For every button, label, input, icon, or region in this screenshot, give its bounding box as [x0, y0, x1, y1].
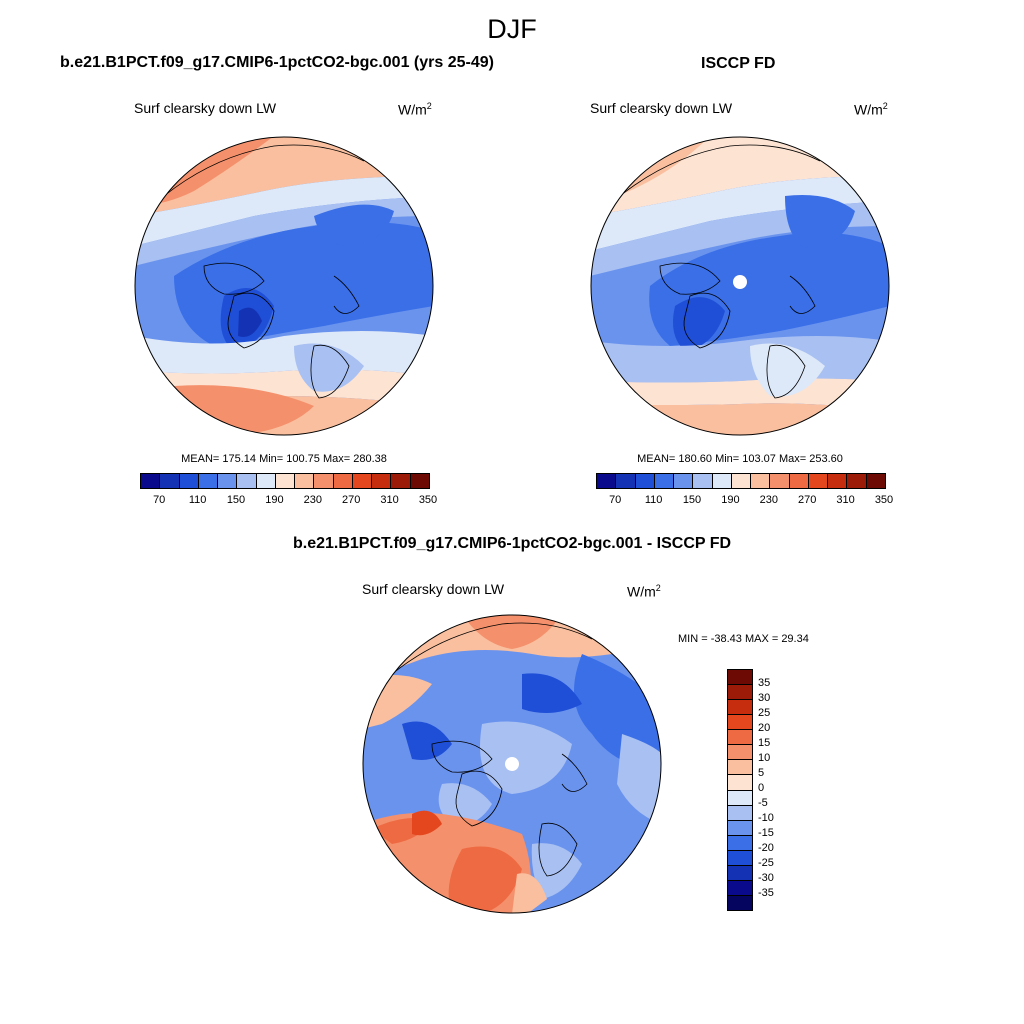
colorbar-tick-label: 310 — [836, 494, 855, 506]
panel3-polar-map — [362, 614, 662, 914]
colorbar-swatch — [597, 474, 617, 488]
colorbar-tick-label: 230 — [303, 494, 322, 506]
panel1-variable: Surf clearsky down LW — [134, 100, 277, 116]
colorbar-tick-label: 35 — [758, 677, 771, 689]
panel1-colorbar — [140, 473, 430, 489]
panel2-polar-map — [590, 136, 890, 436]
panel1-stats: MEAN= 175.14 Min= 100.75 Max= 280.38 — [181, 453, 387, 465]
colorbar-swatch — [770, 474, 790, 488]
colorbar-tick-label: 5 — [758, 767, 765, 779]
colorbar-tick-label: 70 — [609, 494, 622, 506]
colorbar-swatch — [179, 474, 199, 488]
colorbar-tick-label: -35 — [758, 887, 774, 899]
colorbar-swatch — [728, 880, 752, 896]
colorbar-tick-label: -30 — [758, 872, 774, 884]
colorbar-tick-label: -15 — [758, 827, 774, 839]
colorbar-swatch — [314, 474, 334, 488]
panel2-title: ISCCP FD — [701, 55, 776, 72]
colorbar-swatch — [728, 745, 752, 761]
colorbar-swatch — [237, 474, 257, 488]
colorbar-swatch — [160, 474, 180, 488]
colorbar-tick-label: 230 — [759, 494, 778, 506]
colorbar-swatch — [751, 474, 771, 488]
colorbar-tick-label: 20 — [758, 722, 771, 734]
colorbar-tick-label: -20 — [758, 842, 774, 854]
colorbar-tick-label: 350 — [874, 494, 894, 506]
colorbar-swatch — [654, 474, 675, 488]
colorbar-tick-label: -25 — [758, 857, 774, 869]
colorbar-swatch — [372, 474, 392, 488]
colorbar-swatch — [828, 474, 848, 488]
colorbar-tick-label: 190 — [721, 494, 740, 506]
colorbar-swatch — [866, 474, 885, 488]
colorbar-swatch — [808, 474, 829, 488]
colorbar-swatch — [391, 474, 411, 488]
colorbar-swatch — [728, 835, 752, 851]
panel1-units: W/m2 — [398, 101, 432, 118]
colorbar-swatch — [333, 474, 353, 488]
colorbar-swatch — [728, 700, 752, 716]
colorbar-swatch — [728, 790, 752, 806]
panel1-title: b.e21.B1PCT.f09_g17.CMIP6-1pctCO2-bgc.00… — [60, 54, 494, 71]
colorbar-tick-label: 270 — [342, 494, 361, 506]
colorbar-tick-label: 350 — [418, 494, 438, 506]
colorbar-swatch — [141, 474, 161, 488]
colorbar-tick-label: 150 — [226, 494, 246, 506]
panel2-stats: MEAN= 180.60 Min= 103.07 Max= 253.60 — [637, 453, 843, 465]
colorbar-swatch — [728, 775, 752, 791]
panel2-units: W/m2 — [854, 101, 888, 118]
panel3-colorbar — [727, 669, 753, 911]
colorbar-tick-label: 190 — [265, 494, 284, 506]
colorbar-swatch — [198, 474, 219, 488]
colorbar-swatch — [712, 474, 732, 488]
colorbar-swatch — [410, 474, 429, 488]
colorbar-tick-label: 30 — [758, 692, 771, 704]
colorbar-tick-label: 25 — [758, 707, 771, 719]
colorbar-swatch — [728, 865, 752, 881]
colorbar-swatch — [256, 474, 276, 488]
colorbar-tick-label: 0 — [758, 782, 765, 794]
colorbar-swatch — [728, 730, 752, 746]
colorbar-tick-label: 110 — [188, 494, 207, 506]
colorbar-tick-label: 150 — [682, 494, 702, 506]
colorbar-tick-label: 110 — [644, 494, 663, 506]
colorbar-swatch — [728, 670, 752, 686]
colorbar-tick-label: 270 — [798, 494, 817, 506]
panel2-colorbar — [596, 473, 886, 489]
colorbar-tick-label: 10 — [758, 752, 771, 764]
panel2-variable: Surf clearsky down LW — [590, 100, 733, 116]
colorbar-swatch — [728, 760, 752, 776]
colorbar-swatch — [847, 474, 867, 488]
colorbar-swatch — [731, 474, 752, 488]
colorbar-swatch — [352, 474, 373, 488]
colorbar-tick-label: 15 — [758, 737, 771, 749]
colorbar-swatch — [789, 474, 809, 488]
colorbar-swatch — [728, 805, 752, 821]
panel3-units: W/m2 — [627, 583, 661, 600]
colorbar-swatch — [728, 685, 752, 701]
colorbar-swatch — [728, 820, 752, 836]
colorbar-swatch — [728, 895, 752, 910]
colorbar-tick-label: -10 — [758, 812, 774, 824]
colorbar-tick-label: 70 — [153, 494, 166, 506]
colorbar-swatch — [728, 850, 752, 866]
colorbar-swatch — [218, 474, 238, 488]
colorbar-swatch — [295, 474, 315, 488]
colorbar-tick-label: 310 — [380, 494, 399, 506]
panel3-variable: Surf clearsky down LW — [362, 581, 505, 597]
colorbar-swatch — [635, 474, 655, 488]
colorbar-swatch — [275, 474, 296, 488]
season-title: DJF — [487, 14, 537, 44]
colorbar-swatch — [674, 474, 694, 488]
colorbar-tick-label: -5 — [758, 797, 768, 809]
colorbar-swatch — [693, 474, 713, 488]
panel3-colorbar-labels: 35 30 25 20 15 10 5 0 -5 -10 -15 -20 -25 -30 -35 — [758, 669, 798, 909]
panel3-title: b.e21.B1PCT.f09_g17.CMIP6-1pctCO2-bgc.00… — [292, 535, 732, 552]
panel3-stats: MIN = -38.43 MAX = 29.34 — [678, 633, 809, 645]
colorbar-swatch — [616, 474, 636, 488]
colorbar-swatch — [728, 715, 752, 731]
panel1-polar-map — [134, 136, 434, 436]
